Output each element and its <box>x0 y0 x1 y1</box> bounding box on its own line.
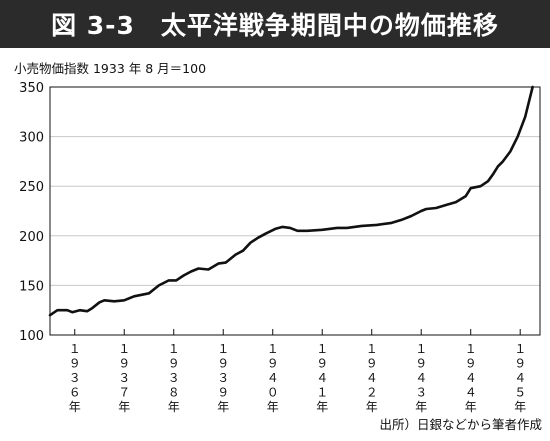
y-tick-label: 250 <box>19 180 44 195</box>
x-tick-label: １９４２年 <box>366 342 378 414</box>
y-tick-label: 200 <box>19 230 44 245</box>
x-tick-label: １９４４年 <box>465 342 477 414</box>
price-index-line <box>48 85 534 317</box>
x-tick-label: １９４５年 <box>514 342 526 414</box>
x-tick-label: １９４３年 <box>415 342 427 414</box>
y-tick-label: 350 <box>19 81 44 96</box>
title-bar: 図 3-3 太平洋戦争期間中の物価推移 <box>0 0 550 48</box>
x-tick-label: １９３８年 <box>168 342 180 414</box>
source-note: 出所）日銀などから筆者作成 <box>379 417 542 432</box>
y-axis-ticks: 100 150 200 250 300 350 <box>19 81 44 344</box>
x-tick-label: １９３６年 <box>69 342 81 414</box>
y-tick-label: 150 <box>19 279 44 294</box>
x-tick-label: １９３７年 <box>118 342 130 414</box>
plot-area <box>49 86 541 336</box>
x-axis-ticks: １９３６年 １９３７年 １９３８年 １９３９年 １９４０年 １９４１年 １９４２年 １９４３年… <box>69 329 526 414</box>
x-tick-label: １９４１年 <box>316 342 328 414</box>
y-tick-label: 300 <box>19 131 44 146</box>
grid-lines <box>50 86 540 336</box>
x-tick-label: １９４０年 <box>267 342 279 414</box>
x-tick-label: １９３９年 <box>217 342 229 414</box>
y-tick-label: 100 <box>19 329 44 344</box>
y-axis-title: 小売物価指数 1933 年 8 月＝100 <box>14 61 207 76</box>
chart-title: 図 3-3 太平洋戦争期間中の物価推移 <box>51 11 499 40</box>
